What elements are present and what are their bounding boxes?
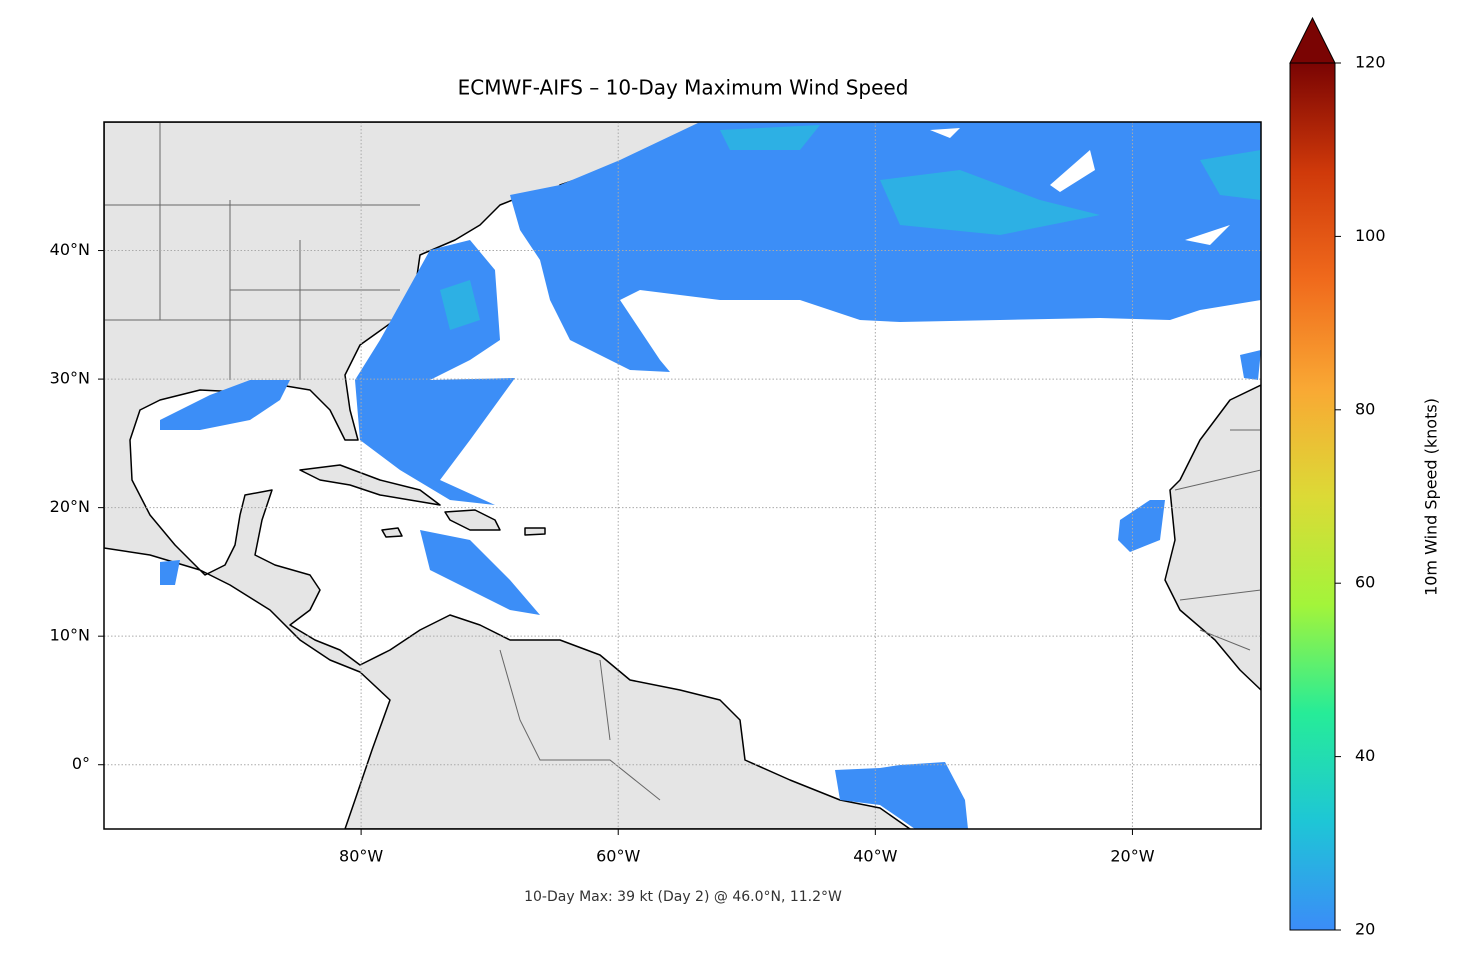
annotation: 10-Day Max: 39 kt (Day 2) @ 46.0°N, 11.2…	[524, 889, 842, 905]
x-tick-label: 80°W	[339, 847, 383, 866]
wind-core	[440, 280, 480, 330]
wind-core	[720, 125, 1261, 235]
y-tick-label: 0°	[72, 754, 90, 773]
colorbar-extend	[1289, 16, 1336, 64]
colorbar-tick-label: 120	[1355, 53, 1386, 72]
wind-field	[835, 762, 968, 829]
colorbar	[1290, 63, 1335, 930]
x-tick-label: 20°W	[1110, 847, 1154, 866]
y-tick-label: 40°N	[50, 240, 90, 259]
puerto-rico	[524, 527, 546, 536]
cuba	[299, 464, 441, 506]
wind-field	[510, 122, 1261, 372]
borders	[104, 122, 1261, 801]
plot-frame	[103, 121, 1262, 830]
americas	[104, 122, 911, 829]
colorbar-tick-label: 60	[1355, 573, 1375, 592]
africa	[1164, 384, 1261, 691]
wind-field	[1118, 500, 1165, 552]
x-tick-label: 40°W	[853, 847, 897, 866]
chart-title: ECMWF-AIFS – 10-Day Maximum Wind Speed	[458, 76, 909, 100]
colorbar-tick-label: 40	[1355, 746, 1375, 765]
wind-field	[420, 530, 540, 615]
colorbar-tick-label: 20	[1355, 920, 1375, 939]
jamaica	[381, 527, 403, 538]
colorbar-label: 10m Wind Speed (knots)	[1422, 398, 1441, 596]
wind-field	[160, 380, 290, 430]
hispaniola	[444, 509, 501, 531]
map	[104, 122, 1261, 829]
colorbar-tick-label: 100	[1355, 226, 1386, 245]
y-tick-label: 10°N	[50, 626, 90, 645]
colorbar-tick-label: 80	[1355, 399, 1375, 418]
y-tick-label: 20°N	[50, 497, 90, 516]
colorbar-frame	[1289, 62, 1336, 931]
y-tick-label: 30°N	[50, 369, 90, 388]
x-tick-label: 60°W	[596, 847, 640, 866]
